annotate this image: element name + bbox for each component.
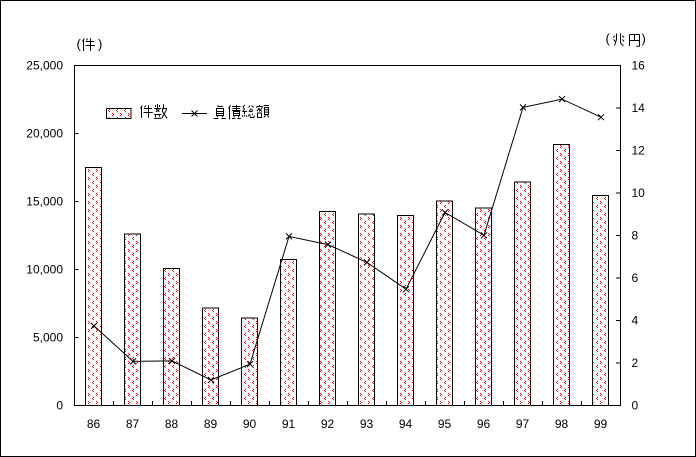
svg-text:88: 88 [165, 417, 179, 431]
svg-text:0: 0 [632, 399, 639, 413]
svg-text:6: 6 [632, 271, 639, 285]
svg-text:5,000: 5,000 [33, 331, 63, 345]
svg-text:): ) [98, 37, 102, 52]
svg-text:0: 0 [56, 399, 63, 413]
svg-text:15,000: 15,000 [26, 195, 63, 209]
svg-text:91: 91 [282, 417, 296, 431]
svg-text:94: 94 [399, 417, 413, 431]
svg-text:89: 89 [204, 417, 218, 431]
svg-text:8: 8 [632, 229, 639, 243]
svg-text:96: 96 [477, 417, 491, 431]
svg-text:(: ( [77, 37, 82, 52]
svg-text:): ) [642, 31, 646, 46]
svg-text:14: 14 [632, 101, 646, 115]
svg-text:99: 99 [594, 417, 608, 431]
svg-text:86: 86 [87, 417, 101, 431]
svg-text:16: 16 [632, 59, 646, 73]
svg-text:93: 93 [360, 417, 374, 431]
svg-text:95: 95 [438, 417, 452, 431]
svg-text:20,000: 20,000 [26, 127, 63, 141]
svg-text:90: 90 [243, 417, 257, 431]
svg-text:12: 12 [632, 144, 646, 158]
svg-text:10,000: 10,000 [26, 263, 63, 277]
svg-text:2: 2 [632, 356, 639, 370]
svg-text:4: 4 [632, 314, 639, 328]
svg-text:(: ( [606, 31, 611, 46]
svg-text:87: 87 [126, 417, 140, 431]
svg-text:92: 92 [321, 417, 335, 431]
svg-text:97: 97 [516, 417, 530, 431]
svg-text:10: 10 [632, 186, 646, 200]
svg-text:25,000: 25,000 [26, 59, 63, 73]
svg-text:98: 98 [555, 417, 569, 431]
